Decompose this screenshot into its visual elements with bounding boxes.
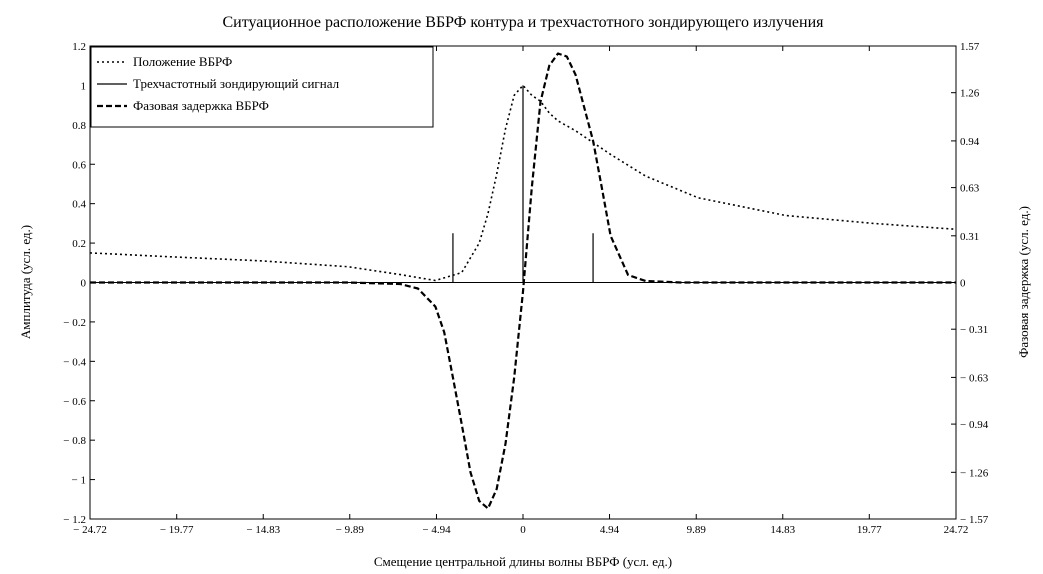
- right-axis-ticks: 1.57 1.26 0.94 0.63 0.31 0 − 0.31 − 0.63 − 0.94 −…: [951, 41, 989, 526]
- y-tick-label: 0: [81, 278, 87, 290]
- y2-tick-label: − 0.63: [960, 372, 989, 384]
- series-group: [89, 52, 957, 510]
- y-tick-label: 1.2: [72, 41, 86, 53]
- y-tick-label: 0.2: [72, 238, 86, 250]
- chart-title: Ситуационное расположение ВБРФ контура и…: [223, 14, 825, 31]
- x-tick-label: 9.89: [687, 524, 707, 536]
- y-tick-label: − 0.2: [63, 317, 86, 329]
- bottom-axis-ticks: − 24.72 − 19.77 − 14.83 − 9.89 − 4.94 0 4.94 9.…: [73, 46, 968, 536]
- series-line-2: [90, 52, 956, 510]
- y2-tick-label: 0.94: [960, 136, 980, 148]
- y2-tick-label: − 0.94: [960, 419, 989, 431]
- x-axis-label: Смещение центральной длины волны ВБРФ (у…: [374, 554, 672, 569]
- y2-tick-label: 1.26: [960, 88, 980, 100]
- y2-tick-label: − 1.26: [960, 467, 989, 479]
- x-tick-label: − 19.77: [160, 524, 194, 536]
- y-tick-label: 0.4: [72, 199, 86, 211]
- y-tick-label: − 1: [72, 475, 86, 487]
- y-tick-label: − 0.4: [63, 356, 86, 368]
- x-tick-label: − 4.94: [422, 524, 451, 536]
- left-axis-ticks: 1.2 1 0.8 0.6 0.4 0.2 0 − 0.2 − 0.4 − 0.6 − 0.8 − 1…: [63, 41, 95, 526]
- x-tick-label: 0: [520, 524, 526, 536]
- y2-tick-label: 0.31: [960, 231, 979, 243]
- y-tick-label: 0.6: [72, 159, 86, 171]
- y2-tick-label: 0: [960, 278, 966, 290]
- y2-tick-label: − 1.57: [960, 514, 989, 526]
- legend-entry: Положение ВБРФ: [133, 54, 232, 69]
- x-tick-label: 24.72: [944, 524, 969, 536]
- x-tick-label: − 24.72: [73, 524, 107, 536]
- legend-entry: Трехчастотный зондирующий сигнал: [133, 76, 340, 91]
- y-tick-label: − 0.8: [63, 435, 86, 447]
- legend-box: [90, 46, 434, 128]
- legend: Положение ВБРФ Трехчастотный зондирующий …: [90, 46, 434, 128]
- x-tick-label: 4.94: [600, 524, 620, 536]
- y-tick-label: − 1.2: [63, 514, 86, 526]
- y2-tick-label: 0.63: [960, 183, 980, 195]
- x-tick-label: − 14.83: [246, 524, 280, 536]
- y2-axis-label: Фазовая задержка (усл. ед.): [1016, 206, 1031, 358]
- y2-tick-label: 1.57: [960, 41, 980, 53]
- x-tick-label: 19.77: [857, 524, 882, 536]
- series-line-0: [89, 84, 957, 282]
- legend-entry: Фазовая задержка ВБРФ: [133, 98, 269, 113]
- y-tick-label: − 0.6: [63, 396, 86, 408]
- y2-tick-label: − 0.31: [960, 324, 988, 336]
- x-tick-label: 14.83: [770, 524, 795, 536]
- y-tick-label: 0.8: [72, 120, 86, 132]
- y-axis-label: Амплитуда (усл. ед.): [18, 225, 33, 339]
- x-tick-label: − 9.89: [336, 524, 365, 536]
- y-tick-label: 1: [81, 80, 87, 92]
